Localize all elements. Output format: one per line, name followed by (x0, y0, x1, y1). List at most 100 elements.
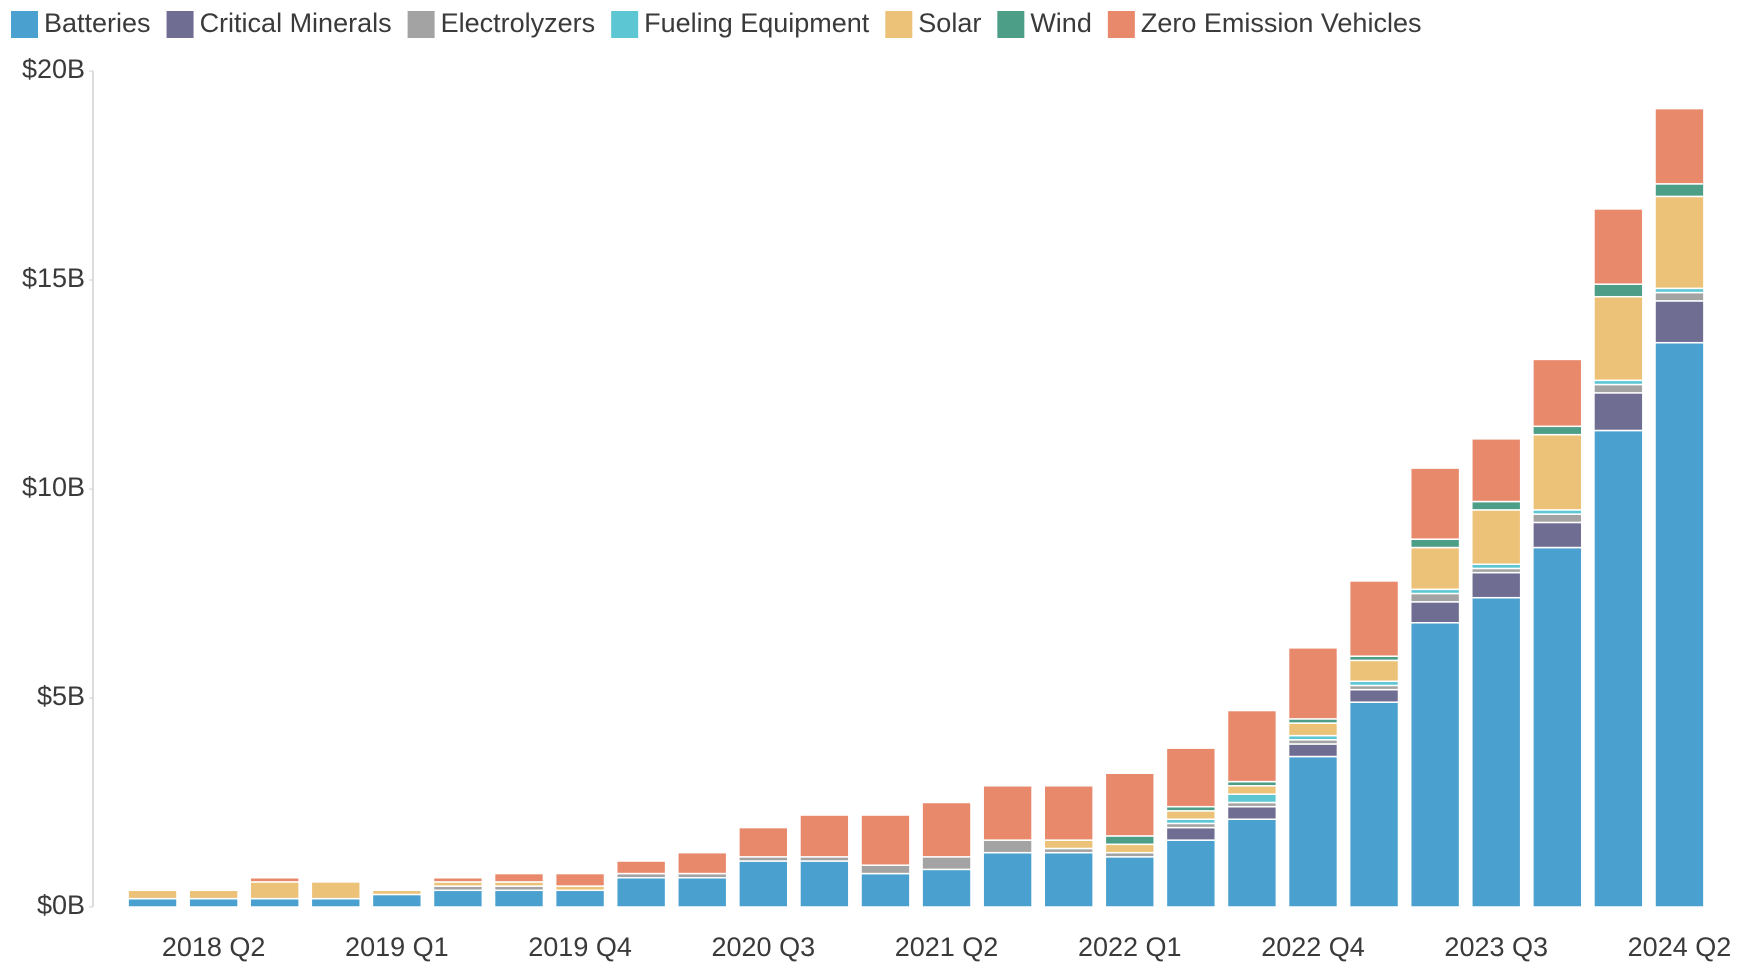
bar-segment (554, 889, 606, 908)
bar-segment (188, 889, 239, 900)
bar-segment (1532, 425, 1583, 436)
bar-segment (1471, 509, 1522, 565)
y-tick-label: $0B (37, 890, 85, 920)
bar-segment (982, 839, 1033, 854)
bar-segment (493, 872, 545, 883)
bar-segment (860, 814, 911, 866)
bar-segment (1043, 851, 1094, 908)
bar-segment (127, 889, 178, 900)
y-tick-label: $10B (22, 472, 85, 502)
bar-segment (1532, 433, 1583, 511)
bar-segment (1654, 291, 1705, 302)
legend-label: Zero Emission Vehicles (1141, 8, 1422, 38)
bar-segment (1287, 722, 1339, 737)
legend-swatch (407, 11, 435, 38)
bar-segment (1409, 622, 1461, 908)
bar-segment (1409, 601, 1461, 624)
bar-segment (1593, 429, 1644, 908)
bar-segment (921, 856, 972, 871)
bar-segment (921, 868, 972, 908)
bar-segment (1287, 755, 1339, 908)
bar-segment (432, 889, 484, 908)
bar-segment (1409, 546, 1461, 591)
bar-segment (1104, 772, 1155, 837)
legend-label: Electrolyzers (441, 8, 596, 38)
bar-segment (738, 826, 789, 858)
bar-segment (1532, 358, 1583, 428)
x-tick-label: 2024 Q2 (1628, 932, 1732, 962)
bar-segment (554, 872, 606, 887)
bar-segment (1226, 793, 1278, 804)
legend-label: Wind (1030, 8, 1092, 38)
bar-segment (1165, 839, 1217, 908)
bar-segment (1654, 300, 1705, 344)
bar-segment (310, 897, 361, 908)
bar-segment (1348, 659, 1400, 683)
bar-segment (1226, 709, 1278, 783)
legend-swatch (166, 11, 194, 38)
x-tick-label: 2022 Q4 (1261, 932, 1365, 962)
y-tick-label: $20B (22, 54, 85, 84)
bar-segment (615, 860, 667, 875)
bar-segment (1104, 835, 1155, 846)
legend-swatch (611, 11, 639, 38)
bar-segment (1593, 295, 1644, 382)
legend-swatch (997, 11, 1025, 38)
bar-segment (1593, 383, 1644, 394)
bar-segment (1593, 208, 1644, 285)
bar-segment (1226, 818, 1278, 908)
x-tick-label: 2019 Q4 (528, 932, 632, 962)
x-tick-label: 2020 Q3 (712, 932, 816, 962)
x-tick-label: 2018 Q2 (162, 932, 266, 962)
bar-segment (1532, 513, 1583, 524)
bar-segment (1532, 521, 1583, 549)
bar-segment (1348, 580, 1400, 657)
legend-label: Fueling Equipment (644, 8, 870, 38)
bar-segment (799, 860, 850, 908)
bar-segment (249, 876, 300, 883)
y-tick-label: $15B (22, 263, 85, 293)
bar-segment (1165, 810, 1217, 820)
bar-segment (1104, 856, 1155, 908)
legend-label: Critical Minerals (200, 8, 392, 38)
bar-segment (982, 785, 1033, 841)
y-tick-label: $5B (37, 681, 85, 711)
bar-segment (1654, 195, 1705, 290)
bar-segment (982, 851, 1033, 908)
bar-segment (1287, 647, 1339, 720)
bar-segment (738, 860, 789, 908)
bar-segment (921, 801, 972, 858)
x-tick-label: 2023 Q3 (1444, 932, 1548, 962)
x-tick-label: 2021 Q2 (895, 932, 999, 962)
legend-label: Solar (918, 8, 981, 38)
bar-segment (493, 889, 545, 908)
bar-segment (677, 876, 728, 908)
bar-segment (249, 881, 300, 900)
bar-segment (677, 851, 728, 875)
bar-segment (799, 814, 850, 858)
bar-segment (1654, 183, 1705, 198)
x-tick-label: 2019 Q1 (345, 932, 449, 962)
bar-segment (1471, 596, 1522, 908)
bar-segment (249, 897, 300, 908)
bar-segment (1471, 500, 1522, 511)
legend-swatch (11, 11, 38, 38)
bar-segment (432, 876, 484, 883)
bar-segment (371, 893, 423, 908)
bar-segment (310, 881, 361, 900)
legend-label: Batteries (44, 8, 151, 38)
legend-swatch (1107, 11, 1135, 38)
bar-segment (1165, 747, 1217, 808)
bar-segment (615, 876, 667, 908)
bar-segment (1409, 467, 1461, 540)
bar-segment (1348, 688, 1400, 703)
bar-segment (1471, 438, 1522, 503)
bar-segment (1226, 805, 1278, 820)
bar-segment (1471, 571, 1522, 599)
x-tick-label: 2022 Q1 (1078, 932, 1182, 962)
bar-segment (860, 864, 911, 875)
bar-segment (1593, 392, 1644, 432)
bar-segment (1654, 341, 1705, 908)
bar-segment (1348, 701, 1400, 908)
